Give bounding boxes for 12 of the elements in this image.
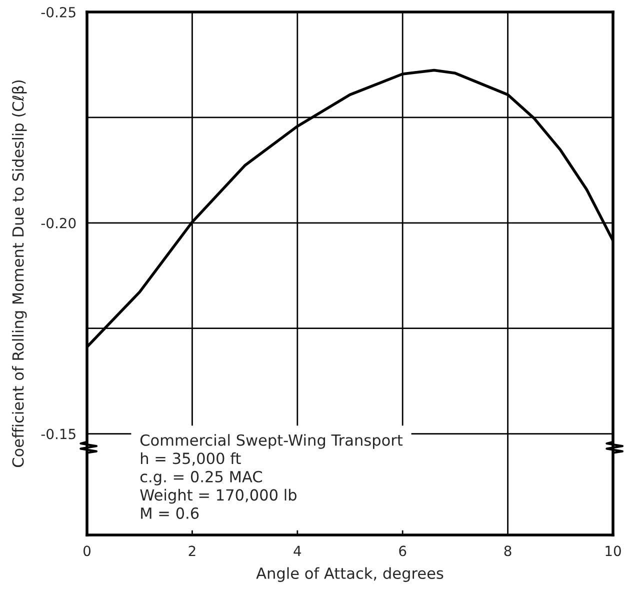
annotation: Commercial Swept-Wing Transport h = 35,000 ft c.g. = 0.25 MAC Weight = 170,000 lb M = 0.6 — [140, 434, 403, 519]
x-tick-label: 4 — [294, 546, 302, 556]
y-tick-label: -0.15 — [41, 428, 76, 440]
x-tick-label: 10 — [606, 546, 621, 556]
x-tick-label: 2 — [188, 546, 196, 556]
x-tick-label: 6 — [399, 546, 406, 556]
y-tick-label: -0.25 — [41, 6, 76, 18]
y-tick-label: -0.20 — [41, 218, 76, 228]
x-tick-label: 8 — [504, 546, 512, 556]
y-axis-title: Coefficient of Rolling Moment Due to Sideslip (Cℓβ) — [12, 80, 27, 468]
x-tick-label: 0 — [83, 546, 90, 556]
x-axis-title: Angle of Attack, degrees — [256, 567, 444, 582]
